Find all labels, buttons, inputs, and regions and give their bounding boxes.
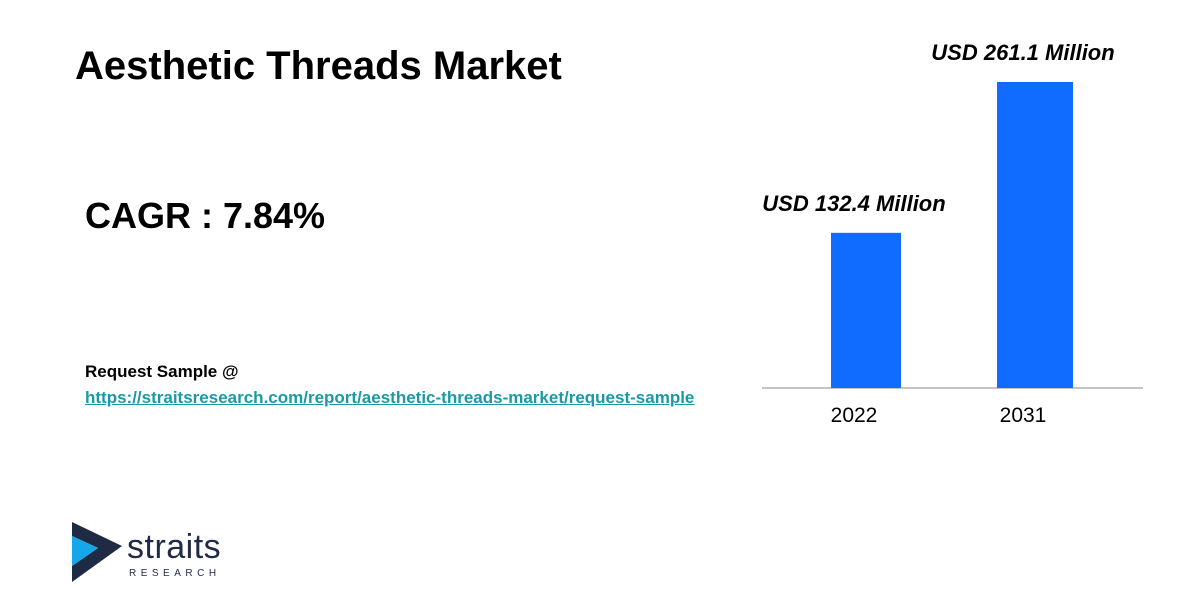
logo-shape bbox=[72, 522, 122, 582]
value-label: USD 132.4 Million bbox=[762, 191, 945, 216]
request-link[interactable]: https://straitsresearch.com/report/aesth… bbox=[85, 388, 695, 407]
x-tick-label: 2031 bbox=[1000, 404, 1047, 427]
value-label: USD 261.1 Million bbox=[931, 40, 1114, 65]
logo-mark bbox=[72, 522, 122, 582]
x-tick-label: 2022 bbox=[831, 404, 878, 427]
bar bbox=[831, 232, 901, 388]
cagr: CAGR : 7.84% bbox=[85, 195, 326, 236]
title: Aesthetic Threads Market bbox=[75, 44, 562, 88]
request-label: Request Sample @ bbox=[85, 362, 239, 381]
logo-shape bbox=[72, 536, 98, 566]
logo-name: straits bbox=[127, 528, 222, 566]
bar bbox=[997, 82, 1073, 388]
logo-tagline: RESEARCH bbox=[129, 568, 221, 579]
